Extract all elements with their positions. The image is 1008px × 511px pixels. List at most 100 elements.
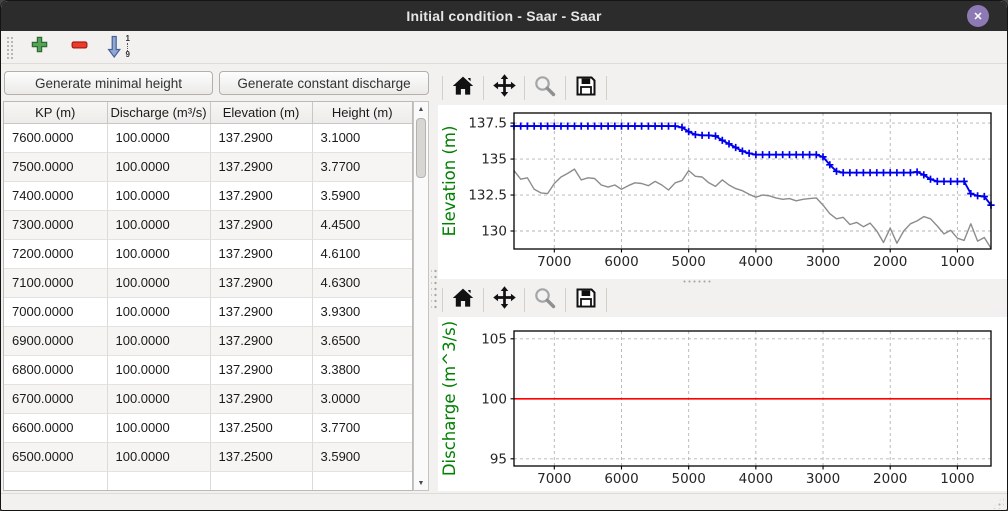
elevation-plot-toolbar xyxy=(438,73,1005,103)
pan-button[interactable] xyxy=(488,74,520,102)
zoom-button[interactable] xyxy=(529,286,561,314)
table-cell[interactable]: 3.5900 xyxy=(312,442,412,471)
svg-text:7000: 7000 xyxy=(537,254,571,270)
y-axis-label: Elevation (m) xyxy=(440,126,459,237)
table-cell[interactable]: 7100.0000 xyxy=(4,268,107,297)
table-cell[interactable]: 6800.0000 xyxy=(4,355,107,384)
table-cell[interactable]: 3.7700 xyxy=(312,413,412,442)
table-row[interactable]: 7100.0000100.0000137.29004.6300 xyxy=(4,268,412,297)
discharge-chart[interactable]: 700060005000400030002000100010510095Disc… xyxy=(438,317,1007,491)
table-cell[interactable]: 100.0000 xyxy=(107,297,210,326)
table-cell[interactable]: 7400.0000 xyxy=(4,181,107,210)
table-cell[interactable]: 100.0000 xyxy=(107,152,210,181)
close-button[interactable]: ✕ xyxy=(967,5,989,27)
table-row[interactable]: 7400.0000100.0000137.29003.5900 xyxy=(4,181,412,210)
table-cell[interactable]: 7000.0000 xyxy=(4,297,107,326)
table-cell[interactable]: 100.0000 xyxy=(107,210,210,239)
generate-constant-discharge-button[interactable]: Generate constant discharge xyxy=(219,71,429,95)
table-cell[interactable]: 137.2900 xyxy=(210,123,312,152)
elevation-chart[interactable]: 7000600050004000300020001000137.5135132.… xyxy=(438,105,1007,279)
table-cell[interactable]: 6900.0000 xyxy=(4,326,107,355)
table-cell[interactable]: 137.2900 xyxy=(210,239,312,268)
table-cell[interactable]: 137.2900 xyxy=(210,181,312,210)
table-row[interactable]: 6600.0000100.0000137.25003.7700 xyxy=(4,413,412,442)
table-cell[interactable] xyxy=(107,471,210,491)
discharge-plot-canvas[interactable]: 700060005000400030002000100010510095Disc… xyxy=(438,317,1007,491)
table-cell[interactable]: 100.0000 xyxy=(107,326,210,355)
scrollbar-track[interactable] xyxy=(414,116,428,476)
table-cell[interactable]: 6700.0000 xyxy=(4,384,107,413)
table-cell[interactable]: 100.0000 xyxy=(107,355,210,384)
table-cell[interactable]: 100.0000 xyxy=(107,181,210,210)
table-cell[interactable]: 137.2500 xyxy=(210,413,312,442)
vertical-splitter-handle[interactable] xyxy=(431,267,437,311)
table-cell[interactable]: 100.0000 xyxy=(107,123,210,152)
column-header-kp[interactable]: KP (m) xyxy=(4,102,107,123)
scrollbar-thumb[interactable] xyxy=(416,118,426,178)
table-cell[interactable]: 7500.0000 xyxy=(4,152,107,181)
scroll-up-arrow[interactable]: ▲ xyxy=(414,102,428,116)
column-header-discharge[interactable]: Discharge (m³/s) xyxy=(107,102,210,123)
table-row[interactable]: 6700.0000100.0000137.29003.0000 xyxy=(4,384,412,413)
scroll-down-arrow[interactable]: ▼ xyxy=(414,476,428,490)
table-cell[interactable] xyxy=(312,471,412,491)
table-cell[interactable]: 7200.0000 xyxy=(4,239,107,268)
table-cell[interactable]: 137.2900 xyxy=(210,152,312,181)
table-cell[interactable]: 4.6100 xyxy=(312,239,412,268)
table-cell[interactable] xyxy=(4,471,107,491)
titlebar: Initial condition - Saar - Saar ✕ xyxy=(1,1,1007,31)
column-header-elevation[interactable]: Elevation (m) xyxy=(210,102,312,123)
table-cell[interactable]: 7300.0000 xyxy=(4,210,107,239)
table-row[interactable]: 7600.0000100.0000137.29003.1000 xyxy=(4,123,412,152)
table-cell[interactable]: 6500.0000 xyxy=(4,442,107,471)
pan-button[interactable] xyxy=(488,286,520,314)
column-header-height[interactable]: Height (m) xyxy=(312,102,412,123)
save-button[interactable] xyxy=(570,74,602,102)
table-cell[interactable]: 3.7700 xyxy=(312,152,412,181)
table-row[interactable]: 6800.0000100.0000137.29003.3800 xyxy=(4,355,412,384)
table-cell[interactable]: 137.2500 xyxy=(210,442,312,471)
table-cell[interactable]: 137.2900 xyxy=(210,384,312,413)
home-button[interactable] xyxy=(447,286,479,314)
table-cell[interactable]: 137.2900 xyxy=(210,210,312,239)
table-cell[interactable]: 3.3800 xyxy=(312,355,412,384)
table-cell[interactable]: 100.0000 xyxy=(107,442,210,471)
resize-grip[interactable] xyxy=(991,496,1004,509)
table-cell[interactable]: 137.2900 xyxy=(210,297,312,326)
table-cell[interactable]: 4.6300 xyxy=(312,268,412,297)
add-row-button[interactable] xyxy=(24,33,54,61)
table-cell[interactable]: 137.2900 xyxy=(210,268,312,297)
table-row[interactable]: 6900.0000100.0000137.29003.6500 xyxy=(4,326,412,355)
table-cell[interactable]: 3.9300 xyxy=(312,297,412,326)
table-cell[interactable]: 137.2900 xyxy=(210,326,312,355)
table-scrollbar[interactable]: ▲ ▼ xyxy=(413,101,429,491)
svg-text:1000: 1000 xyxy=(940,254,974,270)
table-row[interactable]: 7200.0000100.0000137.29004.6100 xyxy=(4,239,412,268)
table-cell[interactable]: 100.0000 xyxy=(107,384,210,413)
table-cell[interactable] xyxy=(210,471,312,491)
zoom-button[interactable] xyxy=(529,74,561,102)
toolbar-drag-handle[interactable] xyxy=(5,35,14,59)
elevation-plot-canvas[interactable]: 7000600050004000300020001000137.5135132.… xyxy=(438,105,1007,279)
table-cell[interactable]: 3.1000 xyxy=(312,123,412,152)
table-row[interactable]: 6500.0000100.0000137.25003.5900 xyxy=(4,442,412,471)
table-cell[interactable]: 100.0000 xyxy=(107,239,210,268)
table-cell[interactable]: 3.0000 xyxy=(312,384,412,413)
table-cell[interactable]: 3.5900 xyxy=(312,181,412,210)
table-row[interactable]: 7300.0000100.0000137.29004.4500 xyxy=(4,210,412,239)
table-row[interactable] xyxy=(4,471,412,491)
table-cell[interactable]: 100.0000 xyxy=(107,268,210,297)
table-cell[interactable]: 3.6500 xyxy=(312,326,412,355)
save-button[interactable] xyxy=(570,286,602,314)
generate-minimal-height-button[interactable]: Generate minimal height xyxy=(4,71,213,95)
sort-rows-button[interactable]: 1 9 xyxy=(104,33,134,61)
table-cell[interactable]: 137.2900 xyxy=(210,355,312,384)
table-cell[interactable]: 7600.0000 xyxy=(4,123,107,152)
home-button[interactable] xyxy=(447,74,479,102)
table-row[interactable]: 7000.0000100.0000137.29003.9300 xyxy=(4,297,412,326)
table-row[interactable]: 7500.0000100.0000137.29003.7700 xyxy=(4,152,412,181)
table-cell[interactable]: 4.4500 xyxy=(312,210,412,239)
table-cell[interactable]: 6600.0000 xyxy=(4,413,107,442)
table-cell[interactable]: 100.0000 xyxy=(107,413,210,442)
remove-row-button[interactable] xyxy=(64,33,94,61)
